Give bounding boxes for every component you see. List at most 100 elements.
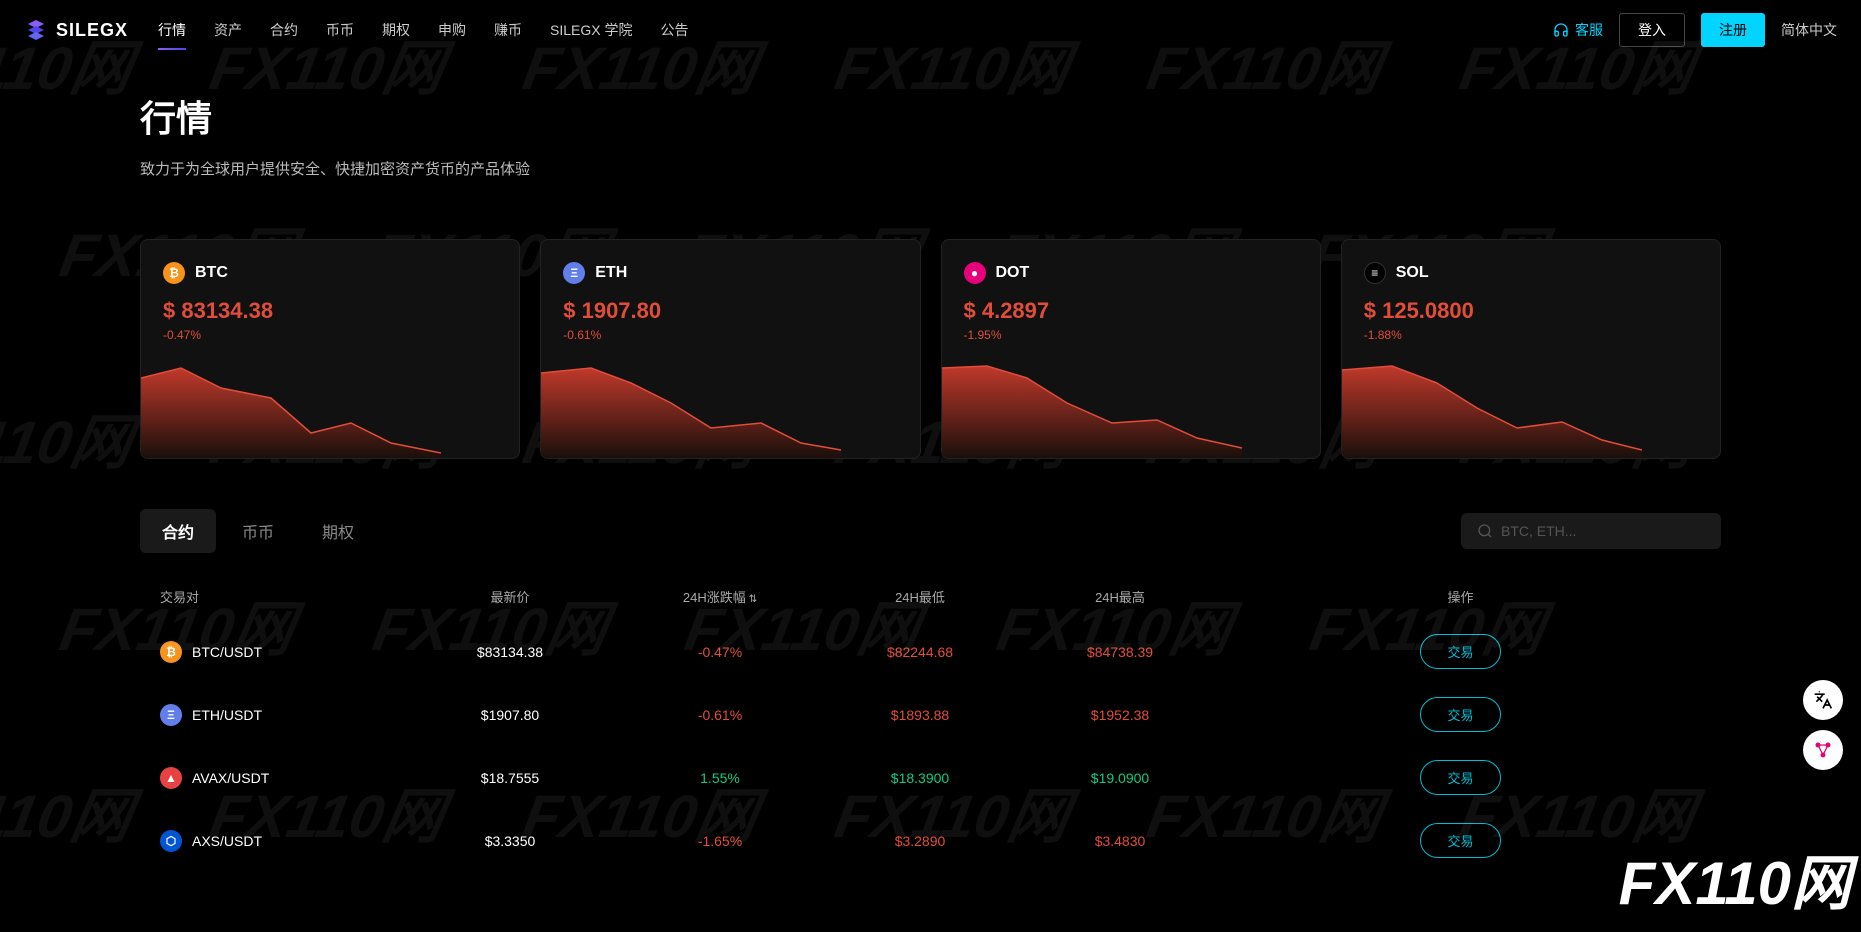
- nav-item[interactable]: 公告: [660, 14, 688, 46]
- cell-high: $3.4830: [1020, 833, 1220, 849]
- support-link[interactable]: 客服: [1553, 20, 1603, 40]
- tabs-row: 合约币币期权: [140, 509, 1721, 553]
- support-label: 客服: [1575, 20, 1603, 40]
- network-fab[interactable]: [1803, 730, 1843, 770]
- network-icon: [1813, 740, 1833, 760]
- cell-high: $84738.39: [1020, 644, 1220, 660]
- cell-low: $1893.88: [820, 707, 1020, 723]
- card-change: -0.61%: [563, 328, 897, 342]
- cards-row: ₿ BTC $ 83134.38 -0.47% Ξ ETH $ 1907.80 …: [140, 239, 1721, 459]
- cell-action: 交易: [1220, 697, 1701, 732]
- coin-icon: ●: [964, 262, 986, 284]
- coin-icon: ₿: [163, 262, 185, 284]
- th-pair: 交易对: [160, 587, 400, 606]
- nav-item[interactable]: 赚币: [494, 14, 522, 46]
- table-header: 交易对 最新价 24H涨跌幅⇅ 24H最低 24H最高 操作: [140, 573, 1721, 620]
- table-row: ⬡ AXS/USDT $3.3350 -1.65% $3.2890 $3.483…: [140, 809, 1721, 872]
- coin-icon: ▲: [160, 767, 182, 789]
- price-card[interactable]: Ξ ETH $ 1907.80 -0.61%: [540, 239, 920, 459]
- login-button[interactable]: 登入: [1619, 13, 1685, 47]
- cell-low: $3.2890: [820, 833, 1020, 849]
- cell-pair[interactable]: ₿ BTC/USDT: [160, 641, 400, 663]
- coin-icon: Ξ: [563, 262, 585, 284]
- cell-action: 交易: [1220, 634, 1701, 669]
- nav: 行情资产合约币币期权申购赚币 SILEGX 学院公告: [158, 14, 1553, 46]
- brand-text: SILEGX: [56, 20, 128, 41]
- card-chart: [541, 348, 841, 458]
- cell-price: $83134.38: [400, 644, 620, 660]
- coin-icon: ₿: [160, 641, 182, 663]
- cell-price: $1907.80: [400, 707, 620, 723]
- card-price: $ 125.0800: [1364, 298, 1698, 324]
- coin-icon: Ξ: [160, 704, 182, 726]
- nav-item[interactable]: 行情: [158, 14, 186, 46]
- card-chart: [942, 348, 1242, 458]
- cell-price: $3.3350: [400, 833, 620, 849]
- search-input[interactable]: [1501, 523, 1705, 539]
- card-chart: [141, 348, 441, 458]
- headset-icon: [1553, 22, 1569, 38]
- table-row: ▲ AVAX/USDT $18.7555 1.55% $18.3900 $19.…: [140, 746, 1721, 809]
- nav-item[interactable]: SILEGX 学院: [550, 14, 632, 46]
- card-change: -1.95%: [964, 328, 1298, 342]
- th-change[interactable]: 24H涨跌幅⇅: [620, 587, 820, 606]
- price-card[interactable]: ₿ BTC $ 83134.38 -0.47%: [140, 239, 520, 459]
- trade-button[interactable]: 交易: [1420, 697, 1500, 732]
- price-card[interactable]: ≡ SOL $ 125.0800 -1.88%: [1341, 239, 1721, 459]
- card-price: $ 83134.38: [163, 298, 497, 324]
- nav-item[interactable]: 申购: [438, 14, 466, 46]
- cell-pair[interactable]: ⬡ AXS/USDT: [160, 830, 400, 852]
- card-change: -0.47%: [163, 328, 497, 342]
- cell-change: -0.61%: [620, 707, 820, 723]
- logo[interactable]: SILEGX: [24, 18, 128, 42]
- nav-item[interactable]: 资产: [214, 14, 242, 46]
- card-chart: [1342, 348, 1642, 458]
- cell-high: $1952.38: [1020, 707, 1220, 723]
- nav-item[interactable]: 合约: [270, 14, 298, 46]
- cell-price: $18.7555: [400, 770, 620, 786]
- tab[interactable]: 期权: [300, 509, 376, 553]
- coin-icon: ⬡: [160, 830, 182, 852]
- cell-high: $19.0900: [1020, 770, 1220, 786]
- sort-icon: ⇅: [749, 594, 757, 605]
- cell-change: -1.65%: [620, 833, 820, 849]
- table-row: Ξ ETH/USDT $1907.80 -0.61% $1893.88 $195…: [140, 683, 1721, 746]
- card-change: -1.88%: [1364, 328, 1698, 342]
- tab[interactable]: 币币: [220, 509, 296, 553]
- cell-pair[interactable]: ▲ AVAX/USDT: [160, 767, 400, 789]
- price-card[interactable]: ● DOT $ 4.2897 -1.95%: [941, 239, 1321, 459]
- translate-fab[interactable]: [1803, 680, 1843, 720]
- cell-action: 交易: [1220, 823, 1701, 858]
- table-row: ₿ BTC/USDT $83134.38 -0.47% $82244.68 $8…: [140, 620, 1721, 683]
- logo-icon: [24, 18, 48, 42]
- th-low: 24H最低: [820, 587, 1020, 606]
- tab[interactable]: 合约: [140, 509, 216, 553]
- market-table: 交易对 最新价 24H涨跌幅⇅ 24H最低 24H最高 操作 ₿ BTC/USD…: [140, 573, 1721, 872]
- trade-button[interactable]: 交易: [1420, 823, 1500, 858]
- page-subtitle: 致力于为全球用户提供安全、快捷加密资产货币的产品体验: [140, 158, 1721, 179]
- header: SILEGX 行情资产合约币币期权申购赚币 SILEGX 学院公告 客服 登入 注…: [0, 0, 1861, 60]
- register-button[interactable]: 注册: [1701, 13, 1765, 47]
- card-symbol: SOL: [1396, 264, 1429, 282]
- th-high: 24H最高: [1020, 587, 1220, 606]
- nav-item[interactable]: 期权: [382, 14, 410, 46]
- content: 行情 致力于为全球用户提供安全、快捷加密资产货币的产品体验 ₿ BTC $ 83…: [0, 60, 1861, 872]
- header-right: 客服 登入 注册 简体中文: [1553, 13, 1837, 47]
- card-symbol: DOT: [996, 264, 1030, 282]
- language-selector[interactable]: 简体中文: [1781, 20, 1837, 40]
- search-icon: [1477, 523, 1493, 539]
- nav-item[interactable]: 币币: [326, 14, 354, 46]
- trade-button[interactable]: 交易: [1420, 634, 1500, 669]
- card-price: $ 1907.80: [563, 298, 897, 324]
- cell-action: 交易: [1220, 760, 1701, 795]
- card-symbol: ETH: [595, 264, 627, 282]
- card-price: $ 4.2897: [964, 298, 1298, 324]
- trade-button[interactable]: 交易: [1420, 760, 1500, 795]
- card-symbol: BTC: [195, 264, 228, 282]
- coin-icon: ≡: [1364, 262, 1386, 284]
- cell-low: $18.3900: [820, 770, 1020, 786]
- page-title: 行情: [140, 90, 1721, 142]
- search-box[interactable]: [1461, 513, 1721, 549]
- cell-change: -0.47%: [620, 644, 820, 660]
- cell-pair[interactable]: Ξ ETH/USDT: [160, 704, 400, 726]
